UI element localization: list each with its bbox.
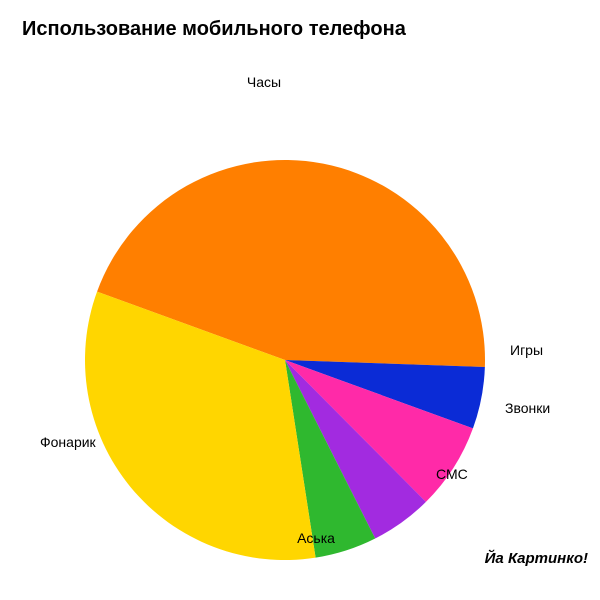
watermark: Йа Картинко!	[485, 550, 588, 567]
pie-svg	[0, 60, 600, 600]
slice-label: Часы	[247, 74, 281, 90]
slice-label: Звонки	[505, 400, 550, 416]
slice-label: Аська	[297, 530, 335, 546]
pie-chart	[0, 60, 600, 540]
chart-title: Использование мобильного телефона	[22, 18, 406, 41]
slice-label: Фонарик	[40, 434, 96, 450]
slice-label: СМС	[436, 466, 468, 482]
slice-label: Игры	[510, 342, 543, 358]
